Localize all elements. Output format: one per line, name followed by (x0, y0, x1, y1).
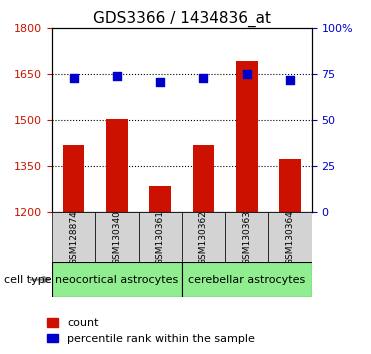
Bar (225, 212, 268, 262)
Bar (150, 186, 171, 212)
Point (244, 72, 250, 77)
Text: cerebellar astrocytes: cerebellar astrocytes (188, 275, 305, 285)
Text: GSM130361: GSM130361 (156, 210, 165, 265)
Bar (268, 212, 312, 262)
Text: GSM130364: GSM130364 (286, 210, 295, 265)
Text: GSM130340: GSM130340 (112, 210, 121, 265)
Bar (182, 212, 225, 262)
Bar (236, 61, 257, 212)
Bar (182, 262, 312, 297)
Bar (193, 145, 214, 212)
Point (200, 75, 206, 81)
Bar (279, 159, 301, 212)
Bar (52, 212, 95, 262)
Point (70, 75, 76, 81)
Point (114, 73, 120, 79)
Text: GSM130363: GSM130363 (242, 210, 251, 265)
Legend: count, percentile rank within the sample: count, percentile rank within the sample (43, 314, 259, 348)
Bar (63, 145, 85, 212)
Bar (138, 212, 182, 262)
Text: GSM130362: GSM130362 (199, 210, 208, 265)
Point (157, 79, 163, 85)
Bar (106, 119, 128, 212)
Text: GSM128874: GSM128874 (69, 210, 78, 264)
Text: neocortical astrocytes: neocortical astrocytes (55, 275, 178, 285)
Text: cell type: cell type (4, 275, 51, 285)
Bar (52, 262, 182, 297)
Point (287, 77, 293, 83)
Title: GDS3366 / 1434836_at: GDS3366 / 1434836_at (93, 11, 271, 27)
Bar (95, 212, 138, 262)
